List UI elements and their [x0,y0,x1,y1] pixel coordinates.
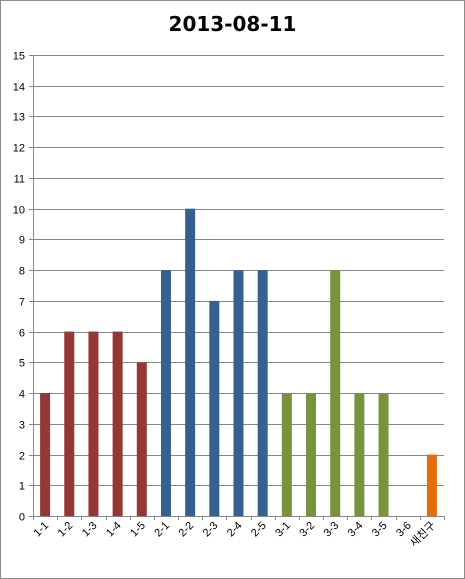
y-tick-label: 8 [19,266,25,278]
y-tick-label: 4 [19,389,25,401]
x-tick-label: 1-1 [31,520,51,540]
x-tick-label: 2-1 [152,520,172,540]
bar-3-2 [306,393,317,516]
bar-1-4 [112,331,123,516]
y-tick-label: 7 [19,297,25,309]
x-tick-label: 3-4 [346,520,366,540]
y-tick-label: 6 [19,328,25,340]
bar-2-2 [185,208,196,516]
x-tick-label: 1-3 [80,520,100,540]
y-tick-label: 9 [19,235,25,247]
bar-새친구 [426,454,437,516]
bar-2-3 [209,300,220,516]
y-tick-label: 15 [13,51,25,63]
x-tick-label: 2-3 [201,520,221,540]
y-tick-label: 5 [19,358,25,370]
y-tick-label: 13 [13,112,25,124]
x-tick-label: 3-6 [394,520,414,540]
bar-1-3 [88,331,99,516]
x-tick-label: 3-3 [322,520,342,540]
y-tick-label: 12 [13,143,25,155]
chart-title: 2013-08-11 [168,12,297,36]
bar-2-4 [233,270,244,516]
y-tick-label: 3 [19,420,25,432]
x-tick-label: 2-5 [249,520,269,540]
y-tick-label: 10 [13,205,25,217]
x-tick-label: 1-4 [104,520,124,540]
x-tick-label: 3-1 [273,520,293,540]
x-tick-label: 3-5 [370,520,390,540]
x-tick-label: 1-5 [128,520,148,540]
x-tick-label: 1-2 [56,520,76,540]
bar-2-1 [160,270,171,516]
bars [40,208,437,516]
y-tick-label: 2 [19,451,25,463]
y-tick-label: 14 [13,82,25,94]
bar-1-5 [136,362,147,516]
x-axis-ticks: 1-1 1-2 1-3 1-4 1-5 2-1 2-2 2-3 2-4 2-5 3-1 3-2 3-3 3… [31,516,445,550]
x-tick-label: 3-2 [297,520,317,540]
x-tick-label: 2-4 [225,520,245,540]
axes [33,55,444,517]
x-tick-label: 2-2 [177,520,197,540]
bar-3-1 [281,393,292,516]
x-tick-label: 새친구 [407,519,438,550]
bar-1-2 [64,331,75,516]
bar-3-3 [330,270,341,516]
y-tick-label: 0 [19,512,25,524]
bar-2-5 [257,270,268,516]
bar-3-4 [354,393,365,516]
bar-1-1 [40,393,51,516]
bar-3-5 [378,393,389,516]
y-tick-label: 1 [19,481,25,493]
y-tick-label: 11 [14,174,25,186]
